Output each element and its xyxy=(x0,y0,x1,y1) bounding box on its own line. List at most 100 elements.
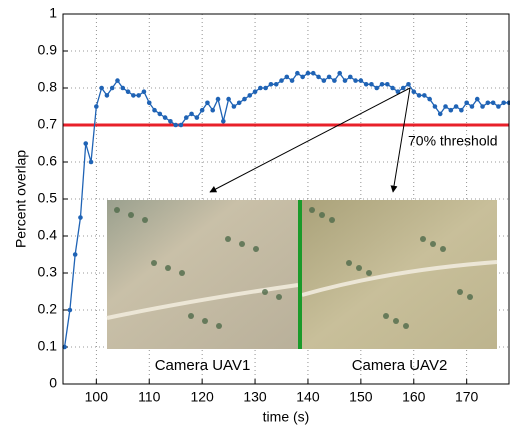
x-tick-label: 120 xyxy=(190,389,214,405)
data-point xyxy=(273,82,279,87)
y-tick-label: 0.8 xyxy=(38,79,58,95)
data-point xyxy=(353,78,358,83)
data-point xyxy=(332,78,337,83)
data-point xyxy=(390,85,395,91)
data-point xyxy=(168,119,173,124)
data-point xyxy=(337,70,342,76)
threshold-label: 70% threshold xyxy=(408,133,498,149)
tree xyxy=(151,260,157,266)
y-tick-label: 1 xyxy=(49,5,57,21)
y-tick-label: 0.3 xyxy=(38,264,58,280)
data-point xyxy=(252,89,258,94)
data-point xyxy=(363,82,369,87)
data-point xyxy=(258,85,263,91)
tree xyxy=(262,289,268,295)
data-point xyxy=(464,100,469,106)
arrow xyxy=(209,87,411,193)
data-point xyxy=(210,107,216,113)
tree xyxy=(457,289,463,295)
data-point xyxy=(109,85,115,91)
data-point xyxy=(194,115,200,120)
data-point xyxy=(242,96,247,102)
data-point xyxy=(342,78,348,83)
tree xyxy=(430,241,436,247)
data-point xyxy=(432,104,438,109)
tree xyxy=(403,323,409,329)
tree xyxy=(128,212,134,218)
tree xyxy=(356,265,362,271)
data-point xyxy=(490,100,496,106)
data-point xyxy=(385,82,390,87)
arrow xyxy=(390,87,411,193)
data-point xyxy=(120,85,126,91)
data-point xyxy=(104,93,110,98)
y-tick-label: 0.2 xyxy=(38,301,58,317)
data-point xyxy=(125,89,131,94)
data-point xyxy=(284,74,290,80)
data-point xyxy=(305,70,311,76)
data-point xyxy=(453,104,459,109)
data-point xyxy=(448,107,454,113)
data-point xyxy=(474,96,480,102)
data-point xyxy=(358,78,364,83)
data-point xyxy=(316,74,321,80)
data-point xyxy=(157,111,163,117)
data-point xyxy=(427,96,432,102)
axes-frame xyxy=(62,13,510,385)
tree xyxy=(165,265,171,271)
data-point xyxy=(501,100,507,106)
x-tick-label: 150 xyxy=(349,389,373,405)
data-point xyxy=(469,104,475,109)
data-point xyxy=(422,93,427,98)
data-point xyxy=(395,89,401,94)
x-tick-label: 160 xyxy=(402,389,426,405)
tree xyxy=(114,207,120,213)
x-tick-label: 130 xyxy=(243,389,267,405)
tree xyxy=(329,217,335,223)
data-point xyxy=(326,74,332,80)
tree xyxy=(188,313,194,319)
data-point xyxy=(374,85,380,91)
data-point xyxy=(131,93,136,98)
tree xyxy=(179,270,185,276)
tree xyxy=(440,246,446,252)
y-tick-label: 0.9 xyxy=(38,42,58,58)
data-point xyxy=(369,82,374,87)
data-point xyxy=(83,141,89,146)
data-point xyxy=(221,119,226,124)
data-point xyxy=(173,122,178,128)
data-point xyxy=(189,111,194,117)
data-point xyxy=(94,104,99,109)
data-point xyxy=(400,85,406,91)
data-point xyxy=(480,104,485,109)
tree xyxy=(202,318,208,324)
tree xyxy=(420,236,426,242)
data-point xyxy=(279,78,284,83)
x-tick-label: 170 xyxy=(455,389,479,405)
data-point xyxy=(183,115,189,120)
data-point xyxy=(289,78,295,83)
data-point xyxy=(310,70,316,76)
tree xyxy=(366,270,372,276)
data-point xyxy=(485,100,491,106)
data-point xyxy=(295,70,300,76)
data-point xyxy=(99,85,104,91)
tree xyxy=(276,294,282,300)
data-point xyxy=(136,93,141,98)
data-point xyxy=(496,104,501,109)
tree xyxy=(253,246,259,252)
data-point xyxy=(231,104,237,109)
inset-divider xyxy=(298,200,302,349)
inset-label: Camera UAV2 xyxy=(352,357,448,374)
data-point xyxy=(146,100,152,106)
data-point xyxy=(162,115,168,120)
data-point xyxy=(379,82,385,87)
tree xyxy=(225,236,231,242)
y-tick-label: 0.6 xyxy=(38,153,58,169)
y-tick-label: 0.1 xyxy=(38,338,58,354)
x-tick-label: 100 xyxy=(85,389,109,405)
data-point xyxy=(226,96,231,102)
data-point xyxy=(215,96,221,102)
data-point xyxy=(67,307,73,313)
